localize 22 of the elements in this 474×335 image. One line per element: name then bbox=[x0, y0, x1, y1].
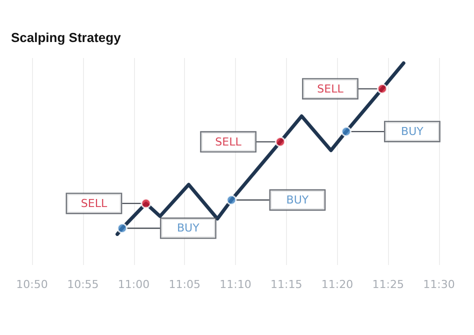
chart-title: Scalping Strategy bbox=[11, 30, 122, 45]
annotation: BUY bbox=[401, 125, 424, 138]
x-tick-label: 11:10 bbox=[220, 278, 252, 291]
x-tick-label: 11:30 bbox=[423, 278, 455, 291]
point bbox=[226, 194, 237, 206]
x-tick-label: 11:05 bbox=[168, 278, 200, 291]
annotation: BUY bbox=[286, 193, 309, 206]
x-tick-label: 10:50 bbox=[16, 278, 48, 291]
annotation: SELL bbox=[317, 82, 344, 96]
x-tick-label: 11:15 bbox=[270, 278, 302, 291]
annotation: SELL bbox=[215, 135, 242, 148]
point bbox=[116, 222, 128, 234]
point bbox=[275, 136, 286, 148]
point bbox=[376, 84, 388, 94]
annotation: SELL bbox=[80, 196, 108, 210]
x-tick-label: 11:00 bbox=[118, 278, 150, 291]
x-tick-label: 10:55 bbox=[67, 278, 99, 291]
point bbox=[140, 198, 152, 209]
x-tick-label: 11:20 bbox=[321, 278, 354, 291]
x-tick-label: 11:25 bbox=[372, 278, 404, 291]
point bbox=[340, 126, 352, 137]
annotation: BUY bbox=[177, 222, 200, 235]
